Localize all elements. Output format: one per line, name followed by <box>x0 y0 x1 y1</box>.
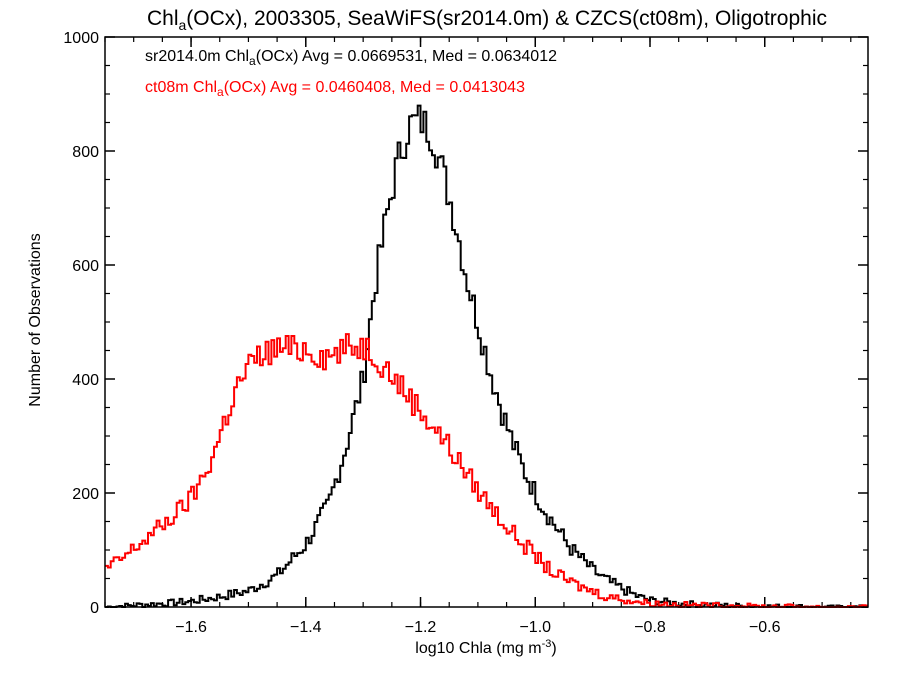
x-axis-label: log10 Chla (mg m-3) <box>415 638 556 657</box>
plot-frame <box>104 36 869 608</box>
annotation-black: sr2014.0m Chla(OCx) Avg = 0.0669531, Med… <box>145 48 557 68</box>
y-tick-label: 400 <box>72 372 99 389</box>
y-axis-label: Number of Observations <box>27 233 44 406</box>
x-tick-label: −0.8 <box>634 619 666 636</box>
x-tick-label: −1.4 <box>290 619 322 636</box>
legend-annotations: sr2014.0m Chla(OCx) Avg = 0.0669531, Med… <box>145 48 557 99</box>
y-tick-label: 0 <box>90 600 99 617</box>
x-tick-label: −1.2 <box>405 619 437 636</box>
x-tick-label: −1.6 <box>175 619 207 636</box>
y-tick-label: 600 <box>72 258 99 275</box>
axis-ticks: −1.6 −1.4 −1.2 −1.0 −0.8 −0.6 0 200 400 600 800 100… <box>63 30 868 636</box>
series-line-0 <box>105 104 868 608</box>
y-tick-label: 200 <box>72 486 99 503</box>
series-line-1 <box>105 333 868 608</box>
chart-title: Chla(OCx), 2003305, SeaWiFS(sr2014.0m) &… <box>147 7 827 33</box>
y-tick-label: 800 <box>72 144 99 161</box>
x-tick-label: −1.0 <box>519 619 551 636</box>
x-tick-label: −0.6 <box>749 619 781 636</box>
annotation-red: ct08m Chla(OCx) Avg = 0.0460408, Med = 0… <box>145 79 525 99</box>
y-tick-label: 1000 <box>63 30 99 47</box>
series-group <box>105 104 868 608</box>
